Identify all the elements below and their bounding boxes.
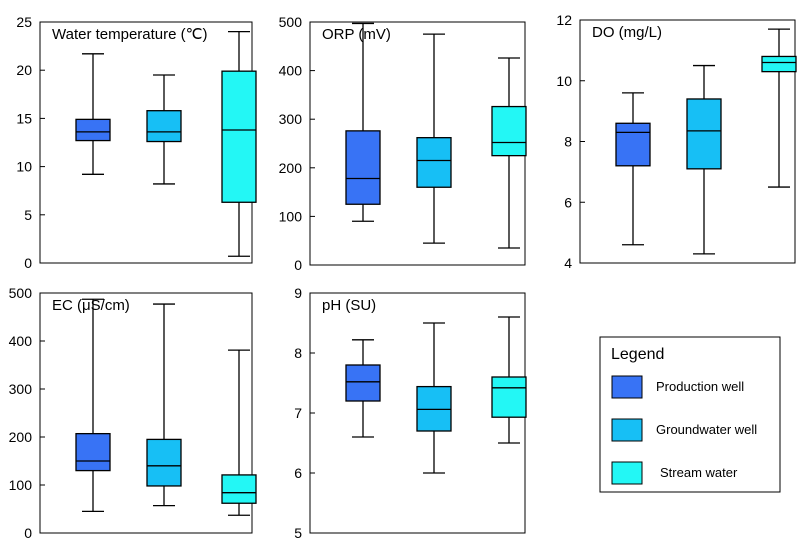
panel-title: pH (SU)	[322, 297, 376, 314]
panel-orp: 0 100 200 300 400 500 ORP (mV)	[279, 14, 527, 273]
legend-swatch-groundwater-well	[611, 418, 643, 442]
box-production-well	[345, 339, 381, 438]
y-tick-label: 500	[9, 285, 33, 301]
box-stream-water	[491, 316, 527, 444]
iqr-box	[491, 105, 527, 157]
iqr-box	[75, 118, 111, 142]
legend: Legend Production well Groundwater well Str…	[599, 336, 781, 493]
y-tick-label: 0	[294, 257, 302, 273]
iqr-box	[345, 130, 381, 205]
box-stream-water	[221, 349, 257, 516]
box-production-well	[75, 298, 111, 513]
box-production-well	[615, 92, 651, 246]
iqr-box	[146, 110, 182, 143]
iqr-box	[686, 98, 722, 170]
y-tick-label: 200	[279, 160, 303, 176]
y-tick-label: 400	[279, 63, 303, 79]
iqr-box	[491, 376, 527, 418]
y-tick-label: 200	[9, 429, 33, 445]
panel-ph: 5 6 7 8 9 pH (SU)	[294, 285, 527, 541]
panel-title: ORP (mV)	[322, 26, 391, 43]
y-tick-label: 4	[564, 255, 572, 271]
box-production-well	[75, 53, 111, 175]
box-groundwater-well	[146, 303, 182, 507]
y-tick-label: 5	[294, 525, 302, 541]
iqr-box	[761, 55, 797, 73]
iqr-box	[221, 70, 257, 203]
box-production-well	[345, 22, 381, 222]
iqr-box	[75, 432, 111, 472]
y-tick-label: 8	[294, 345, 302, 361]
y-tick-label: 300	[9, 381, 33, 397]
iqr-box	[615, 122, 651, 167]
y-tick-label: 100	[279, 208, 303, 224]
legend-swatch-production-well	[611, 375, 643, 399]
y-tick-label: 0	[24, 255, 32, 271]
box-groundwater-well	[416, 33, 452, 244]
panel-do: 4 6 8 10 12 DO (mg/L)	[556, 12, 797, 271]
iqr-box	[221, 474, 257, 504]
iqr-box	[345, 364, 381, 402]
box-stream-water	[761, 28, 797, 188]
legend-label-groundwater-well: Groundwater well	[656, 422, 757, 437]
y-tick-label: 8	[564, 134, 572, 150]
y-tick-label: 400	[9, 333, 33, 349]
plot-frame	[39, 292, 253, 534]
y-tick-label: 5	[24, 207, 32, 223]
iqr-box	[416, 137, 452, 188]
plot-frame	[39, 21, 253, 264]
panel-title: Water temperature (℃)	[52, 26, 208, 43]
y-tick-label: 0	[24, 525, 32, 541]
y-tick-label: 6	[564, 194, 572, 210]
panel-water: 0 5 10 15 20 25 Water temperature (℃)	[16, 14, 257, 271]
y-tick-label: 100	[9, 477, 33, 493]
legend-label-stream-water: Stream water	[660, 465, 738, 480]
box-stream-water	[491, 57, 527, 249]
iqr-box	[146, 438, 182, 487]
legend-title: Legend	[611, 346, 664, 363]
box-groundwater-well	[146, 74, 182, 185]
box-stream-water	[221, 30, 257, 257]
y-tick-label: 6	[294, 465, 302, 481]
y-tick-label: 7	[294, 405, 302, 421]
box-groundwater-well	[686, 64, 722, 255]
y-tick-label: 12	[556, 12, 572, 28]
y-tick-label: 500	[279, 14, 303, 30]
panel-ec: 0 100 200 300 400 500 EC (μS/cm)	[9, 285, 257, 541]
legend-swatch-stream-water	[611, 461, 643, 485]
y-tick-label: 10	[556, 73, 572, 89]
y-tick-label: 9	[294, 285, 302, 301]
panel-title: DO (mg/L)	[592, 24, 662, 41]
y-tick-label: 10	[16, 159, 32, 175]
legend-label-production-well: Production well	[656, 379, 744, 394]
panel-title: EC (μS/cm)	[52, 297, 130, 314]
y-tick-label: 25	[16, 14, 32, 30]
y-tick-label: 300	[279, 111, 303, 127]
y-tick-label: 20	[16, 62, 32, 78]
box-groundwater-well	[416, 322, 452, 474]
y-tick-label: 15	[16, 110, 32, 126]
